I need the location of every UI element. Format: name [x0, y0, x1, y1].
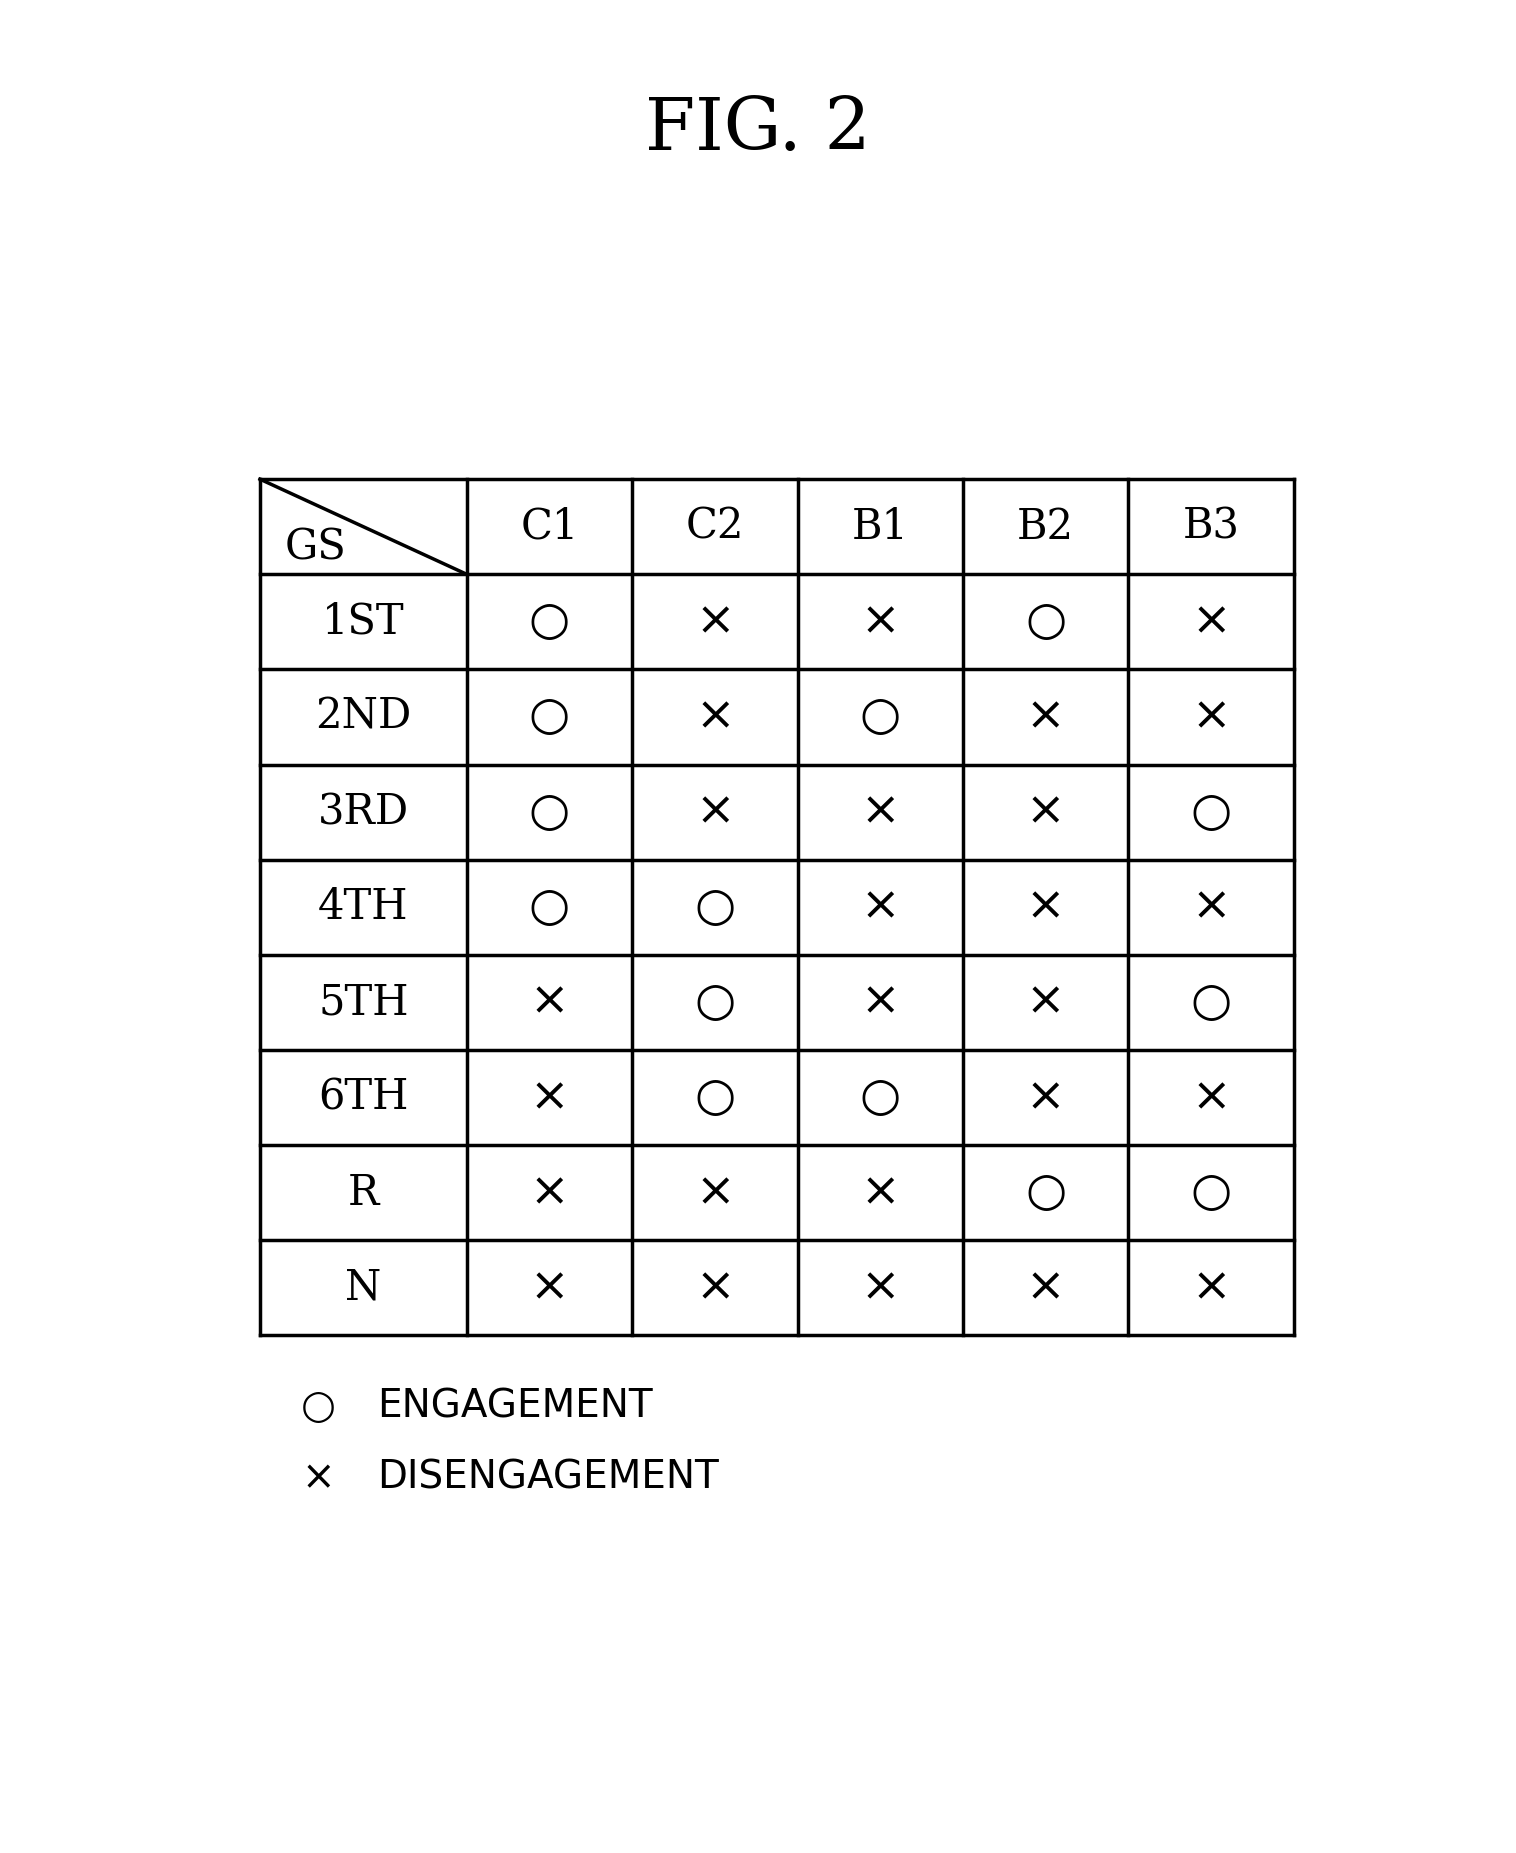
Text: FIG. 2: FIG. 2 [646, 95, 870, 165]
Text: ○: ○ [694, 1075, 735, 1119]
Text: ○: ○ [1190, 980, 1233, 1025]
Text: ×: × [861, 980, 901, 1025]
Text: N: N [346, 1267, 382, 1308]
Text: ×: × [861, 884, 901, 930]
Text: ENGAGEMENT: ENGAGEMENT [377, 1388, 653, 1425]
Text: ×: × [1192, 1075, 1231, 1119]
Text: 2ND: 2ND [315, 697, 411, 737]
Text: ×: × [1192, 695, 1231, 739]
Text: ×: × [529, 1075, 570, 1119]
Text: GS: GS [285, 526, 347, 569]
Text: ○: ○ [694, 884, 735, 930]
Text: ×: × [861, 599, 901, 645]
Text: B2: B2 [1017, 506, 1075, 548]
Text: ×: × [1026, 980, 1066, 1025]
Text: ×: × [696, 695, 735, 739]
Text: ○: ○ [529, 789, 570, 834]
Text: ○: ○ [1025, 599, 1066, 645]
Text: ×: × [1026, 1266, 1066, 1310]
Text: ×: × [529, 980, 570, 1025]
Text: R: R [347, 1171, 379, 1214]
Text: B3: B3 [1182, 506, 1240, 548]
Text: ×: × [529, 1169, 570, 1216]
Text: ×: × [1192, 884, 1231, 930]
Text: ×: × [861, 1266, 901, 1310]
Text: ○: ○ [860, 695, 901, 739]
Text: ×: × [1026, 1075, 1066, 1119]
Text: ×: × [302, 1458, 335, 1497]
Text: ×: × [1192, 599, 1231, 645]
Text: ×: × [1026, 695, 1066, 739]
Text: ○: ○ [302, 1386, 337, 1427]
Text: ×: × [696, 789, 735, 834]
Text: ○: ○ [529, 599, 570, 645]
Text: ×: × [1026, 789, 1066, 834]
Text: C2: C2 [685, 506, 744, 548]
Text: ×: × [861, 1169, 901, 1216]
Text: 6TH: 6TH [318, 1077, 409, 1119]
Text: 3RD: 3RD [318, 791, 409, 834]
Text: ○: ○ [694, 980, 735, 1025]
Text: ○: ○ [1190, 789, 1233, 834]
Text: 5TH: 5TH [318, 982, 409, 1023]
Text: ○: ○ [860, 1075, 901, 1119]
Text: DISENGAGEMENT: DISENGAGEMENT [377, 1458, 719, 1497]
Text: ×: × [1192, 1266, 1231, 1310]
Text: ×: × [1026, 884, 1066, 930]
Text: ○: ○ [529, 884, 570, 930]
Text: ×: × [861, 789, 901, 834]
Text: ×: × [696, 1169, 735, 1216]
Text: 4TH: 4TH [318, 886, 409, 928]
Text: ×: × [696, 1266, 735, 1310]
Text: C1: C1 [520, 506, 579, 548]
Text: 1ST: 1ST [321, 600, 405, 643]
Text: ○: ○ [529, 695, 570, 739]
Text: ○: ○ [1190, 1169, 1233, 1216]
Text: ○: ○ [1025, 1169, 1066, 1216]
Text: ×: × [529, 1266, 570, 1310]
Text: ×: × [696, 599, 735, 645]
Text: B1: B1 [852, 506, 908, 548]
